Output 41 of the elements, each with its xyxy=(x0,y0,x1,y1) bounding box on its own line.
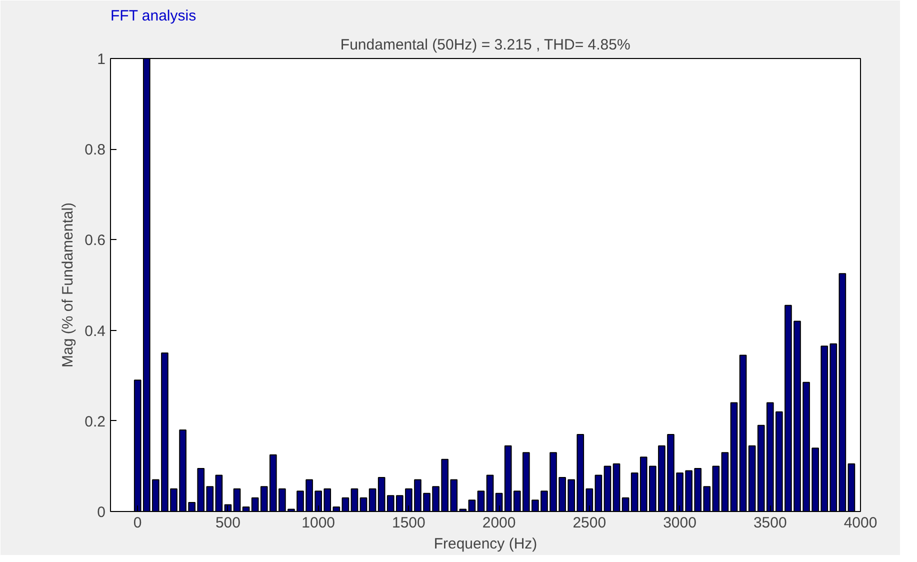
bar xyxy=(468,500,476,512)
x-tick-label: 4000 xyxy=(844,514,878,532)
y-tick-label: 0.2 xyxy=(84,413,106,430)
bar xyxy=(838,273,846,512)
bar xyxy=(622,497,630,512)
bar xyxy=(251,497,259,512)
y-axis-title: Mag (% of Fundamental) xyxy=(60,202,77,368)
bar xyxy=(712,466,720,512)
x-tick-label: 2000 xyxy=(482,514,516,532)
bar xyxy=(350,488,358,512)
x-tick-label: 3500 xyxy=(753,514,787,532)
bar xyxy=(604,466,612,512)
bar xyxy=(368,488,376,512)
x-tick-label: 3000 xyxy=(663,514,696,532)
y-tick-label: 0.8 xyxy=(84,142,106,159)
bar xyxy=(594,474,602,512)
chart-subtitle: Fundamental (50Hz) = 3.215 , THD= 4.85% xyxy=(340,36,630,54)
bar xyxy=(721,452,729,512)
bar xyxy=(342,497,350,512)
bar xyxy=(233,488,241,512)
x-tick-label: 0 xyxy=(133,514,142,532)
y-tick-label: 0 xyxy=(97,504,106,521)
chart-title: FFT analysis xyxy=(110,8,196,24)
bar xyxy=(360,497,368,512)
x-tick-label: 2500 xyxy=(572,514,606,532)
bar xyxy=(378,477,386,512)
y-tick-label: 0.4 xyxy=(84,322,106,340)
bar xyxy=(215,474,223,512)
y-tick-label: 0.6 xyxy=(84,232,106,250)
bar xyxy=(748,445,756,512)
bar xyxy=(486,474,494,512)
x-axis-title: Frequency (Hz) xyxy=(434,536,538,552)
bar xyxy=(612,463,620,512)
y-tick-label: 1 xyxy=(97,51,106,68)
bar xyxy=(730,402,738,512)
bar xyxy=(477,490,485,512)
bar xyxy=(739,354,747,512)
bar xyxy=(848,463,856,512)
x-tick-label: 1500 xyxy=(392,514,426,532)
x-tick-label: 1000 xyxy=(302,514,336,532)
x-tick-label: 500 xyxy=(215,514,240,532)
